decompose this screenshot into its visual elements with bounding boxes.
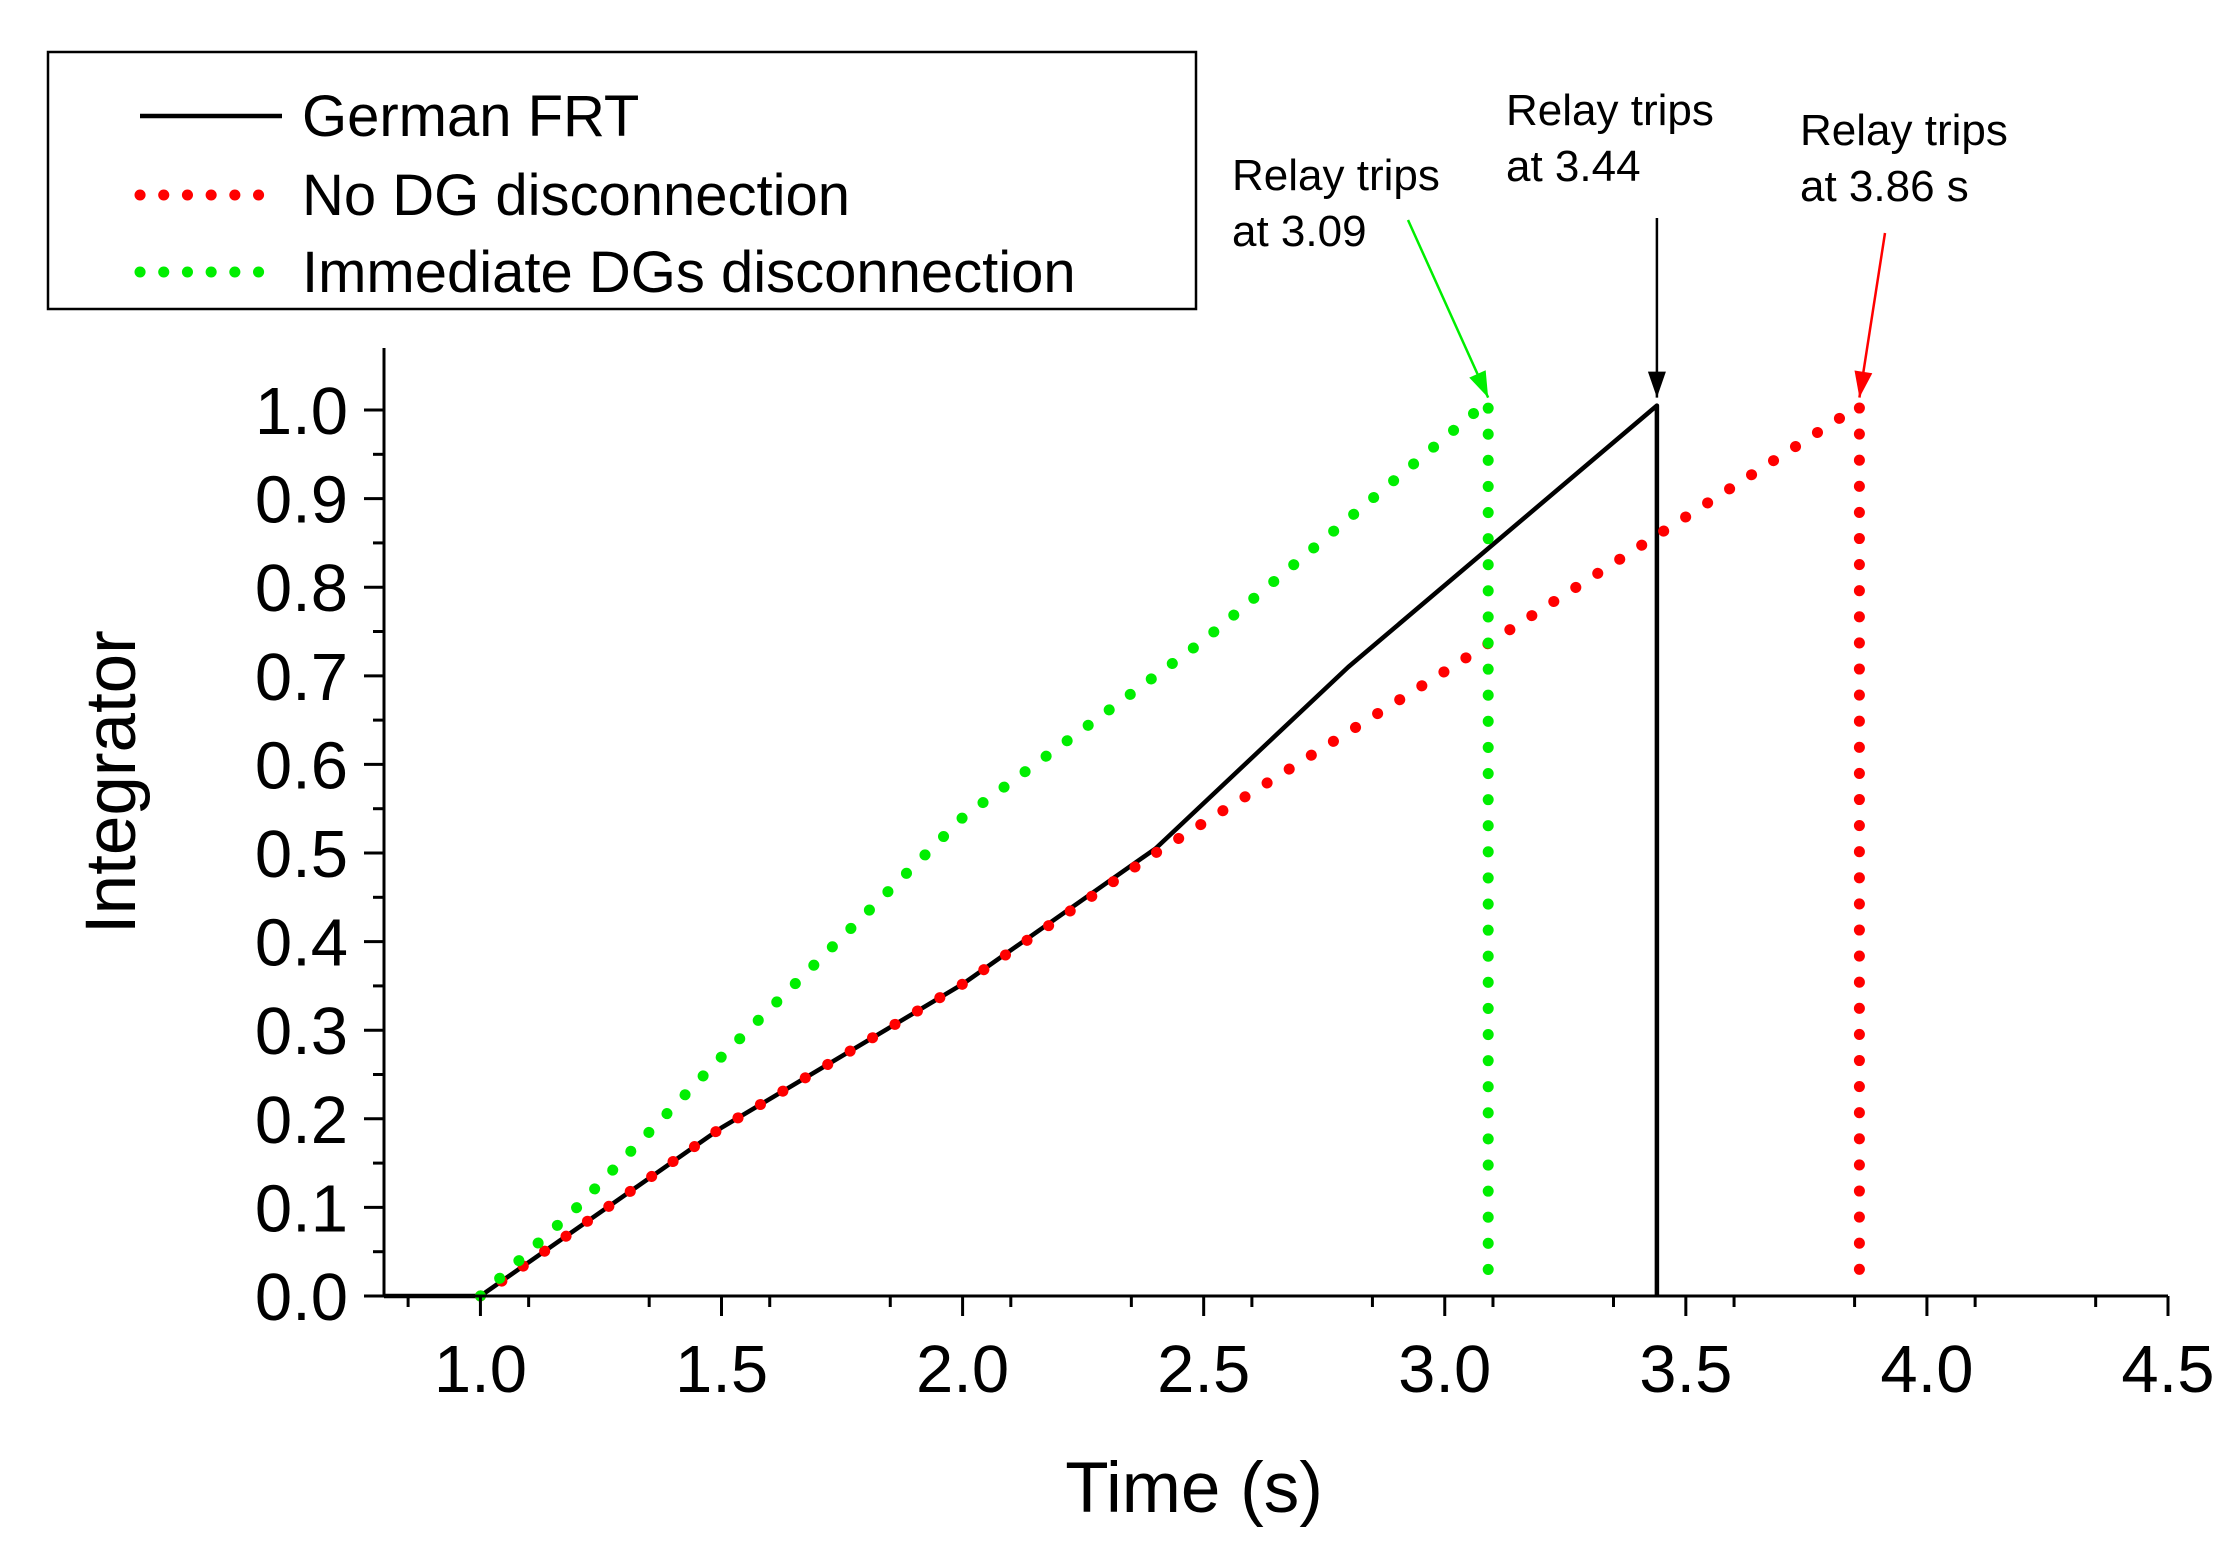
y-tick-label: 0.1 — [255, 1171, 348, 1246]
x-tick-label: 3.0 — [1398, 1332, 1491, 1407]
x-tick-label: 2.5 — [1157, 1332, 1250, 1407]
legend-box — [46, 50, 1198, 311]
x-axis-title: Time (s) — [1065, 1449, 1323, 1528]
y-tick-label: 0.3 — [255, 994, 348, 1069]
y-axis-title: Integrator — [72, 630, 151, 934]
x-tick-label: 2.0 — [916, 1332, 1009, 1407]
annotation-text: at 3.86 s — [1800, 162, 1969, 211]
y-tick-label: 0.2 — [255, 1083, 348, 1158]
y-tick-label: 0.7 — [255, 640, 348, 715]
annotation-arrowhead — [1854, 370, 1873, 398]
annotation-callout: Relay trips at 3.86 s — [1800, 106, 2008, 398]
annotation-text: at 3.09 — [1232, 207, 1367, 256]
annotation-text: at 3.44 — [1506, 142, 1641, 191]
y-tick-label: 1.0 — [255, 374, 348, 449]
x-tick-label: 1.0 — [434, 1332, 527, 1407]
annotation-text: Relay trips — [1800, 106, 2008, 155]
annotation-arrow — [1406, 219, 1490, 399]
x-tick-label: 3.5 — [1639, 1332, 1732, 1407]
annotation-text: Relay trips — [1506, 86, 1714, 135]
annotation-arrow — [1858, 232, 1887, 398]
y-tick-label: 0.6 — [255, 728, 348, 803]
legend: German FRT No DG disconnection Immediate D… — [46, 50, 1198, 311]
annotation-callout: Relay trips at 3.09 — [1232, 151, 1490, 399]
y-tick-label: 0.9 — [255, 463, 348, 538]
plot-area — [384, 389, 1865, 1302]
y-tick-label: 0.4 — [255, 906, 348, 981]
x-tick-label: 1.5 — [675, 1332, 768, 1407]
legend-label: No DG disconnection — [302, 163, 850, 228]
series-line-1 — [474, 395, 1865, 1302]
y-tick-label: 0.8 — [255, 551, 348, 626]
series-line-2 — [474, 389, 1494, 1302]
legend-label: Immediate DGs disconnection — [302, 240, 1076, 305]
annotation-callout: Relay trips at 3.44 — [1506, 86, 1714, 398]
annotation-arrowhead — [1647, 371, 1666, 398]
y-tick-label: 0.5 — [255, 817, 348, 892]
x-tick-label: 4.5 — [2121, 1332, 2214, 1407]
x-tick-label: 4.0 — [1880, 1332, 1973, 1407]
legend-label: German FRT — [302, 84, 639, 149]
annotation-text: Relay trips — [1232, 151, 1440, 200]
y-tick-label: 0.0 — [255, 1260, 348, 1335]
series-line-0 — [384, 403, 1660, 1299]
annotation-arrowhead — [1469, 370, 1489, 398]
axes: 1.0 1.5 2.0 2.5 3.0 3.5 4.0 4.5 0.0 0.1 0.2 0.3 0.4 0… — [72, 348, 2215, 1528]
